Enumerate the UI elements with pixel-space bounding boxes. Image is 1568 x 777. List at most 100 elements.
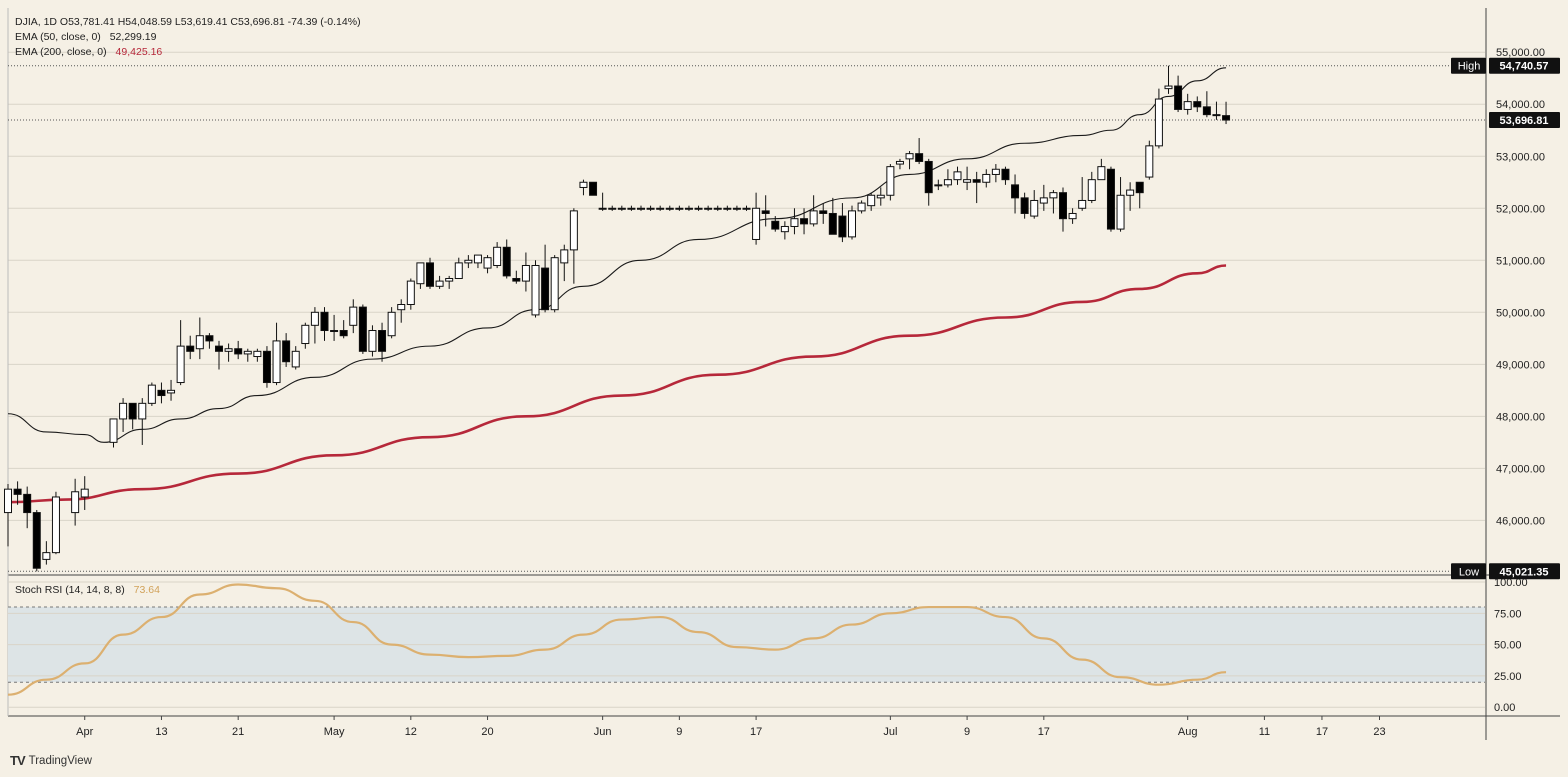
candle[interactable]: [943, 169, 952, 188]
candle[interactable]: [1011, 174, 1020, 214]
candle[interactable]: [426, 257, 434, 289]
candle-body[interactable]: [1174, 85, 1183, 110]
candle[interactable]: [617, 205, 626, 211]
candle-body[interactable]: [598, 207, 607, 210]
candle-body[interactable]: [924, 160, 933, 194]
candle[interactable]: [128, 402, 137, 430]
candle-body[interactable]: [349, 306, 358, 326]
candle[interactable]: [732, 205, 741, 211]
candle-body[interactable]: [1097, 166, 1106, 181]
candle-body[interactable]: [637, 207, 645, 210]
candle[interactable]: [119, 398, 128, 432]
candle[interactable]: [1135, 181, 1144, 209]
candle[interactable]: [51, 491, 60, 555]
candle-body[interactable]: [262, 350, 271, 384]
candle-body[interactable]: [723, 207, 732, 210]
candle[interactable]: [435, 275, 444, 289]
candle-body[interactable]: [1154, 98, 1163, 147]
candle[interactable]: [195, 317, 204, 360]
candle-body[interactable]: [905, 153, 914, 160]
candle-body[interactable]: [493, 246, 502, 266]
candle-body[interactable]: [809, 210, 818, 225]
candle[interactable]: [215, 340, 223, 370]
candle-body[interactable]: [828, 212, 837, 235]
candle[interactable]: [579, 179, 588, 196]
candle-body[interactable]: [320, 311, 329, 332]
candle-body[interactable]: [1087, 179, 1096, 201]
candle[interactable]: [224, 343, 233, 362]
candle-body[interactable]: [713, 207, 722, 210]
candle-body[interactable]: [464, 259, 473, 264]
candle[interactable]: [80, 476, 89, 510]
candle[interactable]: [780, 221, 789, 240]
candle[interactable]: [310, 307, 319, 344]
candle-body[interactable]: [426, 262, 434, 287]
candle[interactable]: [272, 322, 281, 386]
candle-body[interactable]: [71, 491, 80, 514]
candle-body[interactable]: [1222, 115, 1231, 121]
candle-body[interactable]: [301, 324, 310, 345]
candle-body[interactable]: [1202, 106, 1211, 116]
candle-body[interactable]: [895, 160, 904, 165]
candle[interactable]: [147, 382, 156, 406]
candle-body[interactable]: [732, 207, 741, 210]
candle[interactable]: [243, 348, 252, 362]
candle-body[interactable]: [1212, 114, 1221, 117]
candle-body[interactable]: [147, 384, 156, 404]
candle[interactable]: [905, 151, 914, 170]
candle[interactable]: [771, 216, 780, 232]
candle-body[interactable]: [1164, 85, 1173, 90]
candle-body[interactable]: [32, 512, 41, 569]
candle[interactable]: [512, 270, 521, 284]
candle-body[interactable]: [42, 552, 51, 560]
candle[interactable]: [378, 322, 387, 362]
candle[interactable]: [1068, 208, 1077, 224]
candle-body[interactable]: [550, 257, 559, 311]
candle-body[interactable]: [186, 345, 195, 352]
candle[interactable]: [675, 205, 684, 211]
candle-body[interactable]: [761, 210, 770, 214]
candle-body[interactable]: [205, 335, 214, 342]
candle[interactable]: [416, 262, 425, 289]
candle[interactable]: [186, 335, 195, 360]
candle[interactable]: [991, 164, 1000, 183]
candle-body[interactable]: [109, 418, 118, 443]
candle[interactable]: [982, 169, 991, 188]
candle[interactable]: [205, 333, 214, 349]
candles[interactable]: [4, 65, 1231, 572]
candle[interactable]: [598, 192, 607, 211]
candle[interactable]: [109, 418, 118, 448]
candle-body[interactable]: [406, 280, 415, 306]
candle[interactable]: [848, 205, 856, 240]
candle-body[interactable]: [790, 218, 799, 227]
candle-body[interactable]: [675, 207, 684, 210]
candle[interactable]: [694, 205, 703, 211]
candle[interactable]: [569, 208, 578, 284]
candle[interactable]: [4, 483, 12, 547]
candle-body[interactable]: [771, 220, 780, 230]
candle[interactable]: [502, 239, 511, 279]
candle-body[interactable]: [138, 402, 147, 420]
candle[interactable]: [742, 205, 751, 211]
candle[interactable]: [637, 205, 645, 211]
candle-body[interactable]: [167, 389, 176, 394]
candle[interactable]: [23, 486, 32, 529]
candle[interactable]: [1164, 65, 1173, 94]
candle-body[interactable]: [819, 210, 828, 214]
candle-body[interactable]: [982, 173, 991, 183]
candle[interactable]: [301, 322, 310, 349]
candle-body[interactable]: [445, 277, 454, 282]
candle-body[interactable]: [119, 402, 128, 420]
candle-body[interactable]: [1020, 197, 1029, 214]
candle-body[interactable]: [569, 210, 578, 251]
candle-body[interactable]: [1116, 194, 1125, 230]
candle-body[interactable]: [876, 194, 885, 199]
candle[interactable]: [1039, 184, 1048, 211]
candle[interactable]: [483, 255, 492, 274]
candle-body[interactable]: [128, 402, 137, 420]
candle-body[interactable]: [627, 207, 636, 210]
candle[interactable]: [656, 205, 665, 211]
candle[interactable]: [176, 320, 185, 386]
candle[interactable]: [282, 333, 291, 367]
candle[interactable]: [1020, 192, 1029, 219]
